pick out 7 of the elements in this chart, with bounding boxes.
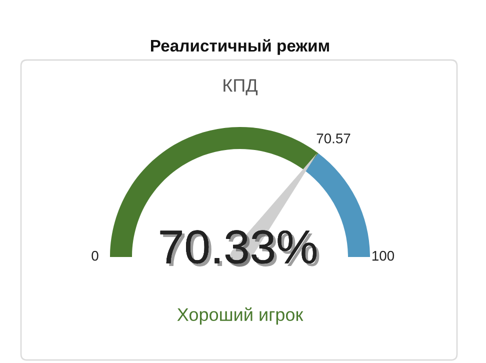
text: Хороший игрок <box>177 307 304 325</box>
slice-label: 70.57 <box>316 134 350 144</box>
chart-subtitle: КПД <box>224 79 258 96</box>
slice-label: 100 <box>372 250 394 261</box>
text: 70.33% <box>160 230 320 266</box>
chart-title: Реалистичный режим <box>151 39 329 55</box>
text: 0 <box>92 250 98 261</box>
